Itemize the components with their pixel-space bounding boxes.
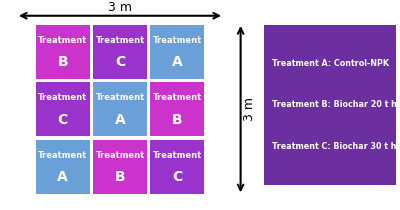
Bar	[36, 82, 90, 136]
Text: B: B	[115, 170, 125, 184]
Bar	[93, 25, 147, 79]
Text: Treatment: Treatment	[95, 36, 145, 45]
Bar	[150, 25, 204, 79]
Text: 3 m: 3 m	[242, 97, 256, 121]
Text: C: C	[172, 170, 182, 184]
Text: Treatment: Treatment	[38, 151, 87, 160]
Text: A: A	[115, 113, 125, 127]
Text: Treatment: Treatment	[95, 93, 145, 102]
Text: Treatment: Treatment	[153, 151, 202, 160]
Bar	[150, 140, 204, 194]
Text: Treatment: Treatment	[153, 36, 202, 45]
Text: Treatment: Treatment	[38, 93, 87, 102]
Text: C: C	[115, 55, 125, 69]
Text: Treatment A: Control-NPK: Treatment A: Control-NPK	[272, 59, 389, 68]
Text: A: A	[172, 55, 183, 69]
Text: Treatment: Treatment	[95, 151, 145, 160]
Text: B: B	[172, 113, 183, 127]
Text: Treatment: Treatment	[153, 93, 202, 102]
Text: C: C	[58, 113, 68, 127]
Bar	[36, 140, 90, 194]
Text: Treatment C: Biochar 30 t h⁻¹ + NPK: Treatment C: Biochar 30 t h⁻¹ + NPK	[272, 142, 400, 151]
Text: Treatment: Treatment	[38, 36, 87, 45]
Text: 3 m: 3 m	[108, 1, 132, 14]
Bar	[36, 25, 90, 79]
Bar	[150, 82, 204, 136]
Text: Treatment B: Biochar 20 t h⁻¹ + NPK: Treatment B: Biochar 20 t h⁻¹ + NPK	[272, 101, 400, 109]
Text: A: A	[57, 170, 68, 184]
Text: B: B	[57, 55, 68, 69]
Bar	[93, 82, 147, 136]
Bar	[93, 140, 147, 194]
